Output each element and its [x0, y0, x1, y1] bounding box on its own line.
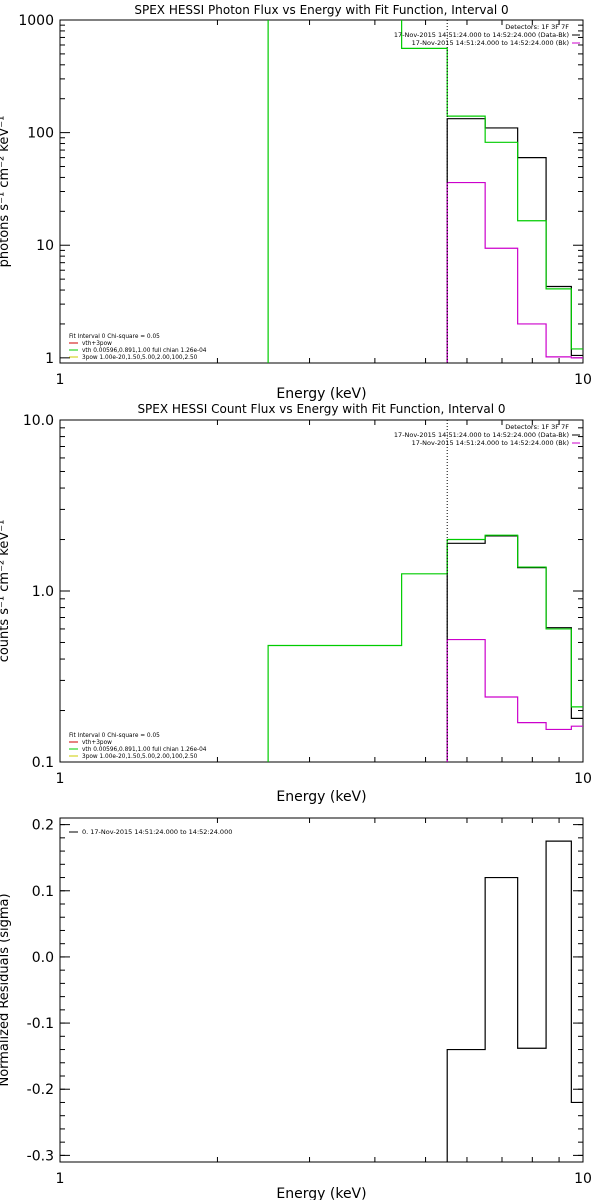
- y-axis-label: Normalized Residuals (sigma): [0, 893, 12, 1086]
- plot-frame: [59, 817, 584, 1163]
- legend-right-text: Detectors: 1F 3F 7F: [505, 23, 569, 31]
- y-tick-label: 0.0: [32, 950, 54, 966]
- legend-left-text: vth+3pow: [82, 740, 112, 746]
- series-line-3: [267, 20, 583, 363]
- x-tick-label: 1: [56, 771, 65, 787]
- chart-title: SPEX HESSI Count Flux vs Energy with Fit…: [137, 402, 505, 416]
- x-axis-label: Energy (keV): [276, 386, 366, 402]
- x-tick-label: 10: [574, 1171, 592, 1187]
- legend-left-text: vth 0.00596,0.891,1.00 full chian 1.26e-…: [82, 348, 207, 354]
- y-tick-label: -0.2: [27, 1082, 54, 1098]
- series-line-1: [446, 118, 583, 363]
- chart-title: SPEX HESSI Photon Flux vs Energy with Fi…: [134, 3, 508, 17]
- legend-left-text: vth+3pow: [82, 341, 112, 347]
- legend-left-text: vth 0.00596,0.891,1.00 full chian 1.26e-…: [82, 747, 207, 753]
- series-line-2: [446, 181, 583, 363]
- chart-panel-2: SPEX HESSI Count Flux vs Energy with Fit…: [0, 402, 592, 805]
- chart-panel-1: SPEX HESSI Photon Flux vs Energy with Fi…: [0, 3, 592, 402]
- legend-left-text: Fit Interval 0 Chi-square = 0.05: [69, 334, 160, 340]
- y-tick-label: 0.1: [32, 884, 54, 900]
- legend-right-text: 17-Nov-2015 14:51:24.000 to 14:52:24.000…: [412, 439, 569, 447]
- series-line-2: [446, 638, 583, 762]
- y-tick-label: -0.3: [27, 1148, 54, 1164]
- y-tick-label: 0.2: [32, 818, 54, 834]
- series-line-1: [446, 840, 583, 1162]
- y-tick-label: 1000: [18, 13, 54, 29]
- y-tick-label: -0.1: [27, 1016, 54, 1032]
- y-tick-label: 1.0: [32, 584, 54, 600]
- x-tick-label: 10: [574, 771, 592, 787]
- y-axis-label: counts s⁻¹ cm⁻² keV⁻¹: [0, 520, 12, 663]
- y-tick-label: 0.1: [32, 755, 54, 771]
- legend-right-text: 17-Nov-2015 14:51:24.000 to 14:52:24.000…: [412, 39, 569, 47]
- legend-right-text: 17-Nov-2015 14:51:24.000 to 14:52:24.000…: [394, 31, 569, 39]
- x-axis-label: Energy (keV): [276, 1186, 366, 1200]
- chart-panel-3: 1 10 0.2 0.1 0.0 -0.1 -0.2 -0.3 Energy (keV) Norm…: [0, 817, 592, 1200]
- x-axis-label: Energy (keV): [276, 789, 366, 805]
- legend-left-text: 0. 17-Nov-2015 14:51:24.000 to 14:52:24.…: [82, 828, 232, 836]
- x-tick-label: 1: [56, 1171, 65, 1187]
- plot-area: [446, 840, 583, 1162]
- y-tick-label: 1: [45, 351, 54, 367]
- y-tick-label: 10.0: [23, 413, 54, 429]
- plot-frame: [59, 19, 584, 364]
- y-axis-label: photons s⁻¹ cm⁻² keV⁻¹: [0, 116, 12, 268]
- legend-right-text: 17-Nov-2015 14:51:24.000 to 14:52:24.000…: [394, 431, 569, 439]
- legend-left-text: 3pow 1.00e-20,1.50,5.00,2.00,100,2.50: [82, 355, 198, 361]
- legend-left-text: 3pow 1.00e-20,1.50,5.00,2.00,100,2.50: [82, 754, 198, 760]
- series-line-1: [446, 535, 583, 762]
- x-tick-label: 10: [574, 372, 592, 388]
- legend-right-text: Detectors: 1F 3F 7F: [505, 423, 569, 431]
- legend-left-text: Fit Interval 0 Chi-square = 0.05: [69, 733, 160, 739]
- plot-area: [267, 420, 583, 762]
- y-tick-label: 100: [27, 126, 54, 142]
- plot-frame: [59, 419, 584, 763]
- series-line-3: [267, 534, 583, 762]
- x-tick-label: 1: [56, 372, 65, 388]
- plot-area: [267, 20, 583, 363]
- y-tick-label: 10: [36, 238, 54, 254]
